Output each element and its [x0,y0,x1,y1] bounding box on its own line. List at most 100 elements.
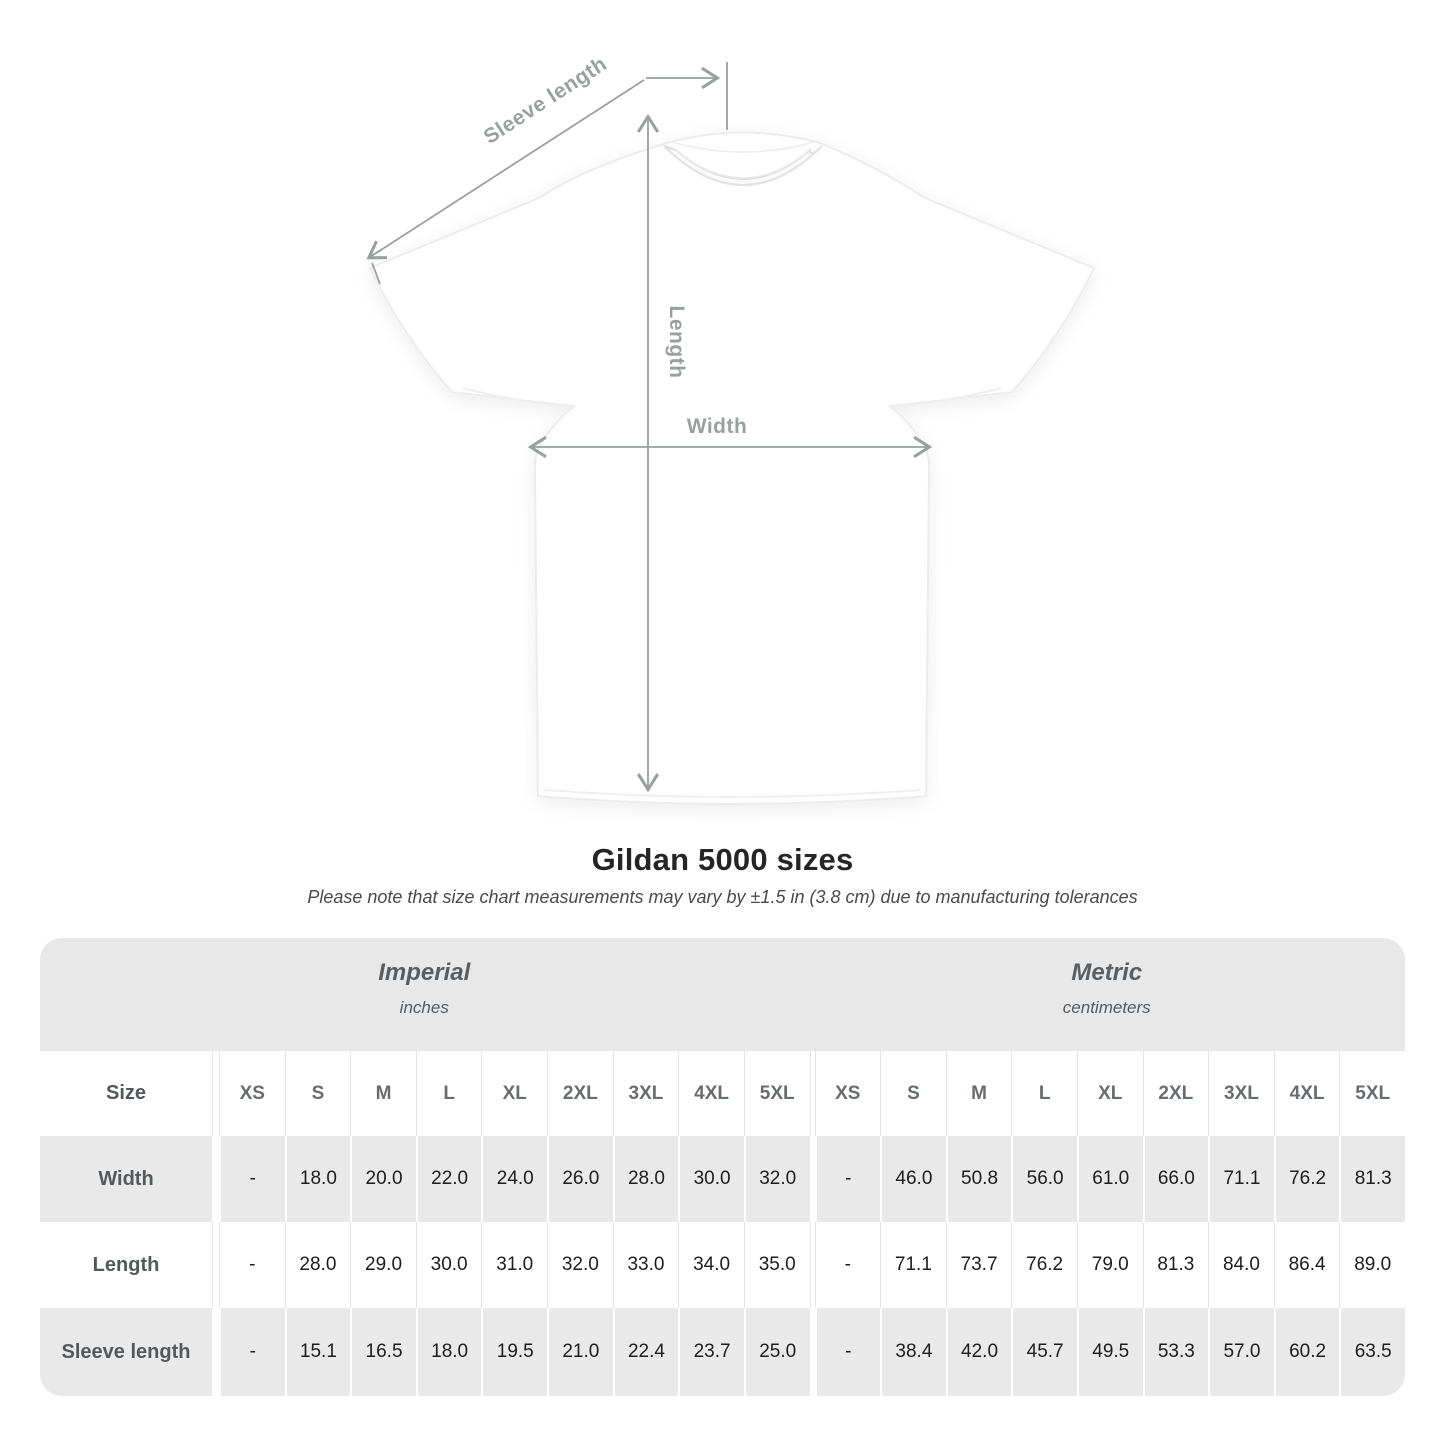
size-header-cell: 5XL [743,1051,810,1136]
size-column-header: Size [40,1051,212,1136]
imperial-sublabel: inches [399,998,449,1017]
unit-header-band: Imperial inches Metric centimeters [40,938,1405,1051]
value-cell: 76.2 [1011,1222,1077,1308]
row-label-cell: Width [40,1136,212,1222]
size-table: Imperial inches Metric centimeters Size X… [40,938,1405,1396]
size-header-cell: XS [219,1051,285,1136]
value-cell: 19.5 [481,1308,548,1396]
size-header-cell: 5XL [1339,1051,1405,1136]
size-header-cell: 3XL [612,1051,679,1136]
value-cell: 20.0 [350,1136,416,1222]
value-cell: 73.7 [945,1222,1012,1308]
unit-group-spacer [809,1222,815,1308]
row-label-cell: Sleeve length [40,1308,212,1396]
value-cell: 49.5 [1076,1308,1143,1396]
value-cell: 16.5 [350,1308,416,1396]
value-cell: 79.0 [1076,1222,1143,1308]
sleeve-length-arrow [366,79,645,260]
value-cell: 26.0 [547,1136,613,1222]
value-cell: 21.0 [547,1308,613,1396]
value-cell: 66.0 [1142,1136,1209,1222]
value-cell: 28.0 [284,1222,351,1308]
size-grid: Size XS S M L XL 2XL 3XL 4XL 5XL XS S M L XL 2XL 3XL 4XL 5… [40,1051,1405,1396]
size-header-cell: M [350,1051,416,1136]
value-cell: 86.4 [1273,1222,1340,1308]
size-header-cell: XS [814,1051,881,1136]
value-cell: 30.0 [415,1222,482,1308]
value-cell: 45.7 [1011,1308,1077,1396]
value-cell: 76.2 [1273,1136,1340,1222]
value-cell: 24.0 [481,1136,548,1222]
value-cell: 71.1 [880,1222,946,1308]
value-cell: 28.0 [612,1136,679,1222]
size-header-cell: L [1011,1051,1077,1136]
value-cell: 32.0 [547,1222,613,1308]
sleeve-length-label: Sleeve length [480,52,612,149]
value-cell: 33.0 [612,1222,679,1308]
sleeve-end-tick [371,262,381,285]
value-cell: 71.1 [1208,1136,1274,1222]
value-cell: 22.4 [612,1308,679,1396]
metric-sublabel: centimeters [1062,998,1151,1017]
value-cell: 42.0 [945,1308,1012,1396]
label-column-spacer [212,1222,219,1308]
label-column-spacer [212,1051,219,1136]
value-cell: 46.0 [880,1136,946,1222]
value-cell: - [814,1136,881,1222]
value-cell: - [814,1222,881,1308]
value-cell: 84.0 [1208,1222,1274,1308]
value-cell: 57.0 [1208,1308,1274,1396]
width-label: Width [687,415,748,438]
value-cell: 23.7 [678,1308,744,1396]
value-cell: - [219,1136,285,1222]
size-header-cell: XL [481,1051,548,1136]
tolerance-note: Please note that size chart measurements… [307,887,1138,907]
size-header-cell: 3XL [1208,1051,1274,1136]
value-cell: - [814,1308,881,1396]
size-header-cell: S [284,1051,351,1136]
size-header-cell: 2XL [1142,1051,1209,1136]
value-cell: 22.0 [415,1136,482,1222]
value-cell: 25.0 [743,1308,810,1396]
value-cell: 29.0 [350,1222,416,1308]
tshirt-image [368,131,1096,805]
size-header-cell: 4XL [1273,1051,1340,1136]
value-cell: 50.8 [945,1136,1012,1222]
label-column-spacer [212,1308,219,1396]
tshirt-measurement-diagram: Sleeve length Length Width [366,52,1096,805]
value-cell: 63.5 [1339,1308,1405,1396]
value-cell: - [219,1222,285,1308]
value-cell: 61.0 [1076,1136,1143,1222]
value-cell: 35.0 [743,1222,810,1308]
value-cell: 18.0 [284,1136,351,1222]
value-cell: 31.0 [481,1222,548,1308]
value-cell: 53.3 [1142,1308,1209,1396]
page-title: Gildan 5000 sizes [591,842,854,877]
imperial-header: Imperial inches [40,938,808,1051]
size-header-cell: 2XL [547,1051,613,1136]
row-label-cell: Length [40,1222,212,1308]
imperial-label: Imperial [378,959,471,986]
value-cell: 30.0 [678,1136,744,1222]
size-header-cell: S [880,1051,946,1136]
dimension-lines [366,62,933,793]
unit-group-spacer [809,1051,815,1136]
size-header-cell: XL [1076,1051,1143,1136]
size-header-cell: L [415,1051,482,1136]
value-cell: 38.4 [880,1308,946,1396]
length-label: Length [665,306,688,379]
value-cell: 89.0 [1339,1222,1405,1308]
value-cell: 81.3 [1142,1222,1209,1308]
unit-group-spacer [809,1308,815,1396]
size-header-cell: 4XL [678,1051,744,1136]
value-cell: 32.0 [743,1136,810,1222]
value-cell: 81.3 [1339,1136,1405,1222]
value-cell: 60.2 [1273,1308,1340,1396]
value-cell: 15.1 [284,1308,351,1396]
unit-group-spacer [809,1136,815,1222]
metric-header: Metric centimeters [808,938,1405,1051]
value-cell: - [219,1308,285,1396]
value-cell: 56.0 [1011,1136,1077,1222]
label-column-spacer [212,1136,219,1222]
